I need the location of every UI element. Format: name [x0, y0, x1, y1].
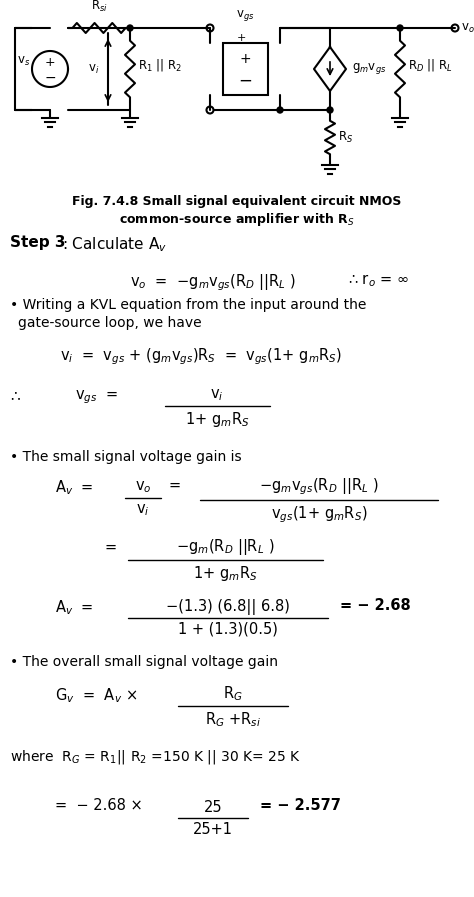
Text: 1+ g$_m$R$_S$: 1+ g$_m$R$_S$	[193, 564, 257, 583]
Text: R$_1$ || R$_2$: R$_1$ || R$_2$	[138, 57, 182, 73]
Text: • The overall small signal voltage gain: • The overall small signal voltage gain	[10, 655, 278, 669]
Text: =  − 2.68 ×: = − 2.68 ×	[55, 798, 143, 813]
Text: −g$_m$v$_{gs}$(R$_D$ ||R$_L$ ): −g$_m$v$_{gs}$(R$_D$ ||R$_L$ )	[259, 476, 379, 497]
Text: −: −	[44, 71, 56, 85]
Text: v$_{gs}$(1+ g$_m$R$_S$): v$_{gs}$(1+ g$_m$R$_S$)	[271, 504, 367, 525]
Text: • The small signal voltage gain is: • The small signal voltage gain is	[10, 450, 242, 464]
Text: ∴ r$_o$ = ∞: ∴ r$_o$ = ∞	[348, 272, 409, 289]
Text: Fig. 7.4.8 Small signal equivalent circuit NMOS: Fig. 7.4.8 Small signal equivalent circu…	[73, 195, 401, 208]
Text: where  R$_G$ = R$_1$|| R$_2$ =150 K || 30 K= 25 K: where R$_G$ = R$_1$|| R$_2$ =150 K || 30…	[10, 748, 301, 766]
Text: A$_v$  =: A$_v$ =	[55, 598, 93, 617]
Text: v$_o$: v$_o$	[135, 479, 151, 495]
Text: ∴: ∴	[10, 388, 20, 403]
Text: v$_o$  =  −g$_m$v$_{gs}$(R$_D$ ||R$_L$ ): v$_o$ = −g$_m$v$_{gs}$(R$_D$ ||R$_L$ )	[130, 272, 296, 292]
Text: −: −	[238, 72, 252, 90]
Text: R$_{si}$: R$_{si}$	[91, 0, 108, 14]
Text: g$_m$v$_{gs}$: g$_m$v$_{gs}$	[352, 62, 386, 76]
Text: v$_o$: v$_o$	[461, 22, 474, 35]
Circle shape	[127, 25, 133, 31]
Text: : Calculate A$_v$: : Calculate A$_v$	[62, 235, 167, 254]
Text: = − 2.68: = − 2.68	[340, 598, 411, 613]
Circle shape	[327, 107, 333, 113]
Text: =: =	[105, 540, 117, 555]
Text: v$_i$: v$_i$	[88, 63, 100, 75]
Text: R$_S$: R$_S$	[338, 129, 353, 144]
Text: Step 3: Step 3	[10, 235, 65, 250]
Text: 1 + (1.3)(0.5): 1 + (1.3)(0.5)	[178, 622, 278, 637]
Text: v$_{gs}$: v$_{gs}$	[236, 8, 254, 23]
Text: R$_D$ || R$_L$: R$_D$ || R$_L$	[408, 57, 453, 73]
Text: G$_v$  =  A$_v$ ×: G$_v$ = A$_v$ ×	[55, 686, 137, 705]
Text: +: +	[45, 57, 55, 69]
Text: 25+1: 25+1	[193, 822, 233, 837]
Text: R$_G$ +R$_{si}$: R$_G$ +R$_{si}$	[205, 710, 261, 728]
Text: v$_i$: v$_i$	[210, 388, 224, 403]
Circle shape	[277, 107, 283, 113]
Text: 1+ g$_m$R$_S$: 1+ g$_m$R$_S$	[185, 410, 249, 429]
Text: =: =	[169, 478, 181, 493]
Text: A$_v$  =: A$_v$ =	[55, 478, 93, 497]
Bar	[223, 43, 268, 95]
Text: +: +	[239, 52, 251, 66]
Circle shape	[397, 25, 403, 31]
Text: +: +	[237, 33, 246, 43]
Text: v$_s$: v$_s$	[18, 55, 31, 67]
Text: R$_G$: R$_G$	[223, 684, 243, 703]
Text: gate-source loop, we have: gate-source loop, we have	[18, 316, 201, 330]
Text: v$_i$: v$_i$	[136, 502, 150, 518]
Text: • Writing a KVL equation from the input around the: • Writing a KVL equation from the input …	[10, 298, 366, 312]
Text: = − 2.577: = − 2.577	[260, 798, 341, 813]
Text: v$_{gs}$  =: v$_{gs}$ =	[75, 388, 118, 405]
Text: v$_i$  =  v$_{gs}$ + (g$_m$v$_{gs}$)R$_S$  =  v$_{gs}$(1+ g$_m$R$_S$): v$_i$ = v$_{gs}$ + (g$_m$v$_{gs}$)R$_S$ …	[60, 346, 342, 367]
Text: −(1.3) (6.8|| 6.8): −(1.3) (6.8|| 6.8)	[166, 599, 290, 615]
Text: −g$_m$(R$_D$ ||R$_L$ ): −g$_m$(R$_D$ ||R$_L$ )	[176, 537, 274, 557]
Text: common-source amplifier with R$_S$: common-source amplifier with R$_S$	[119, 211, 355, 228]
Text: 25: 25	[204, 800, 222, 815]
